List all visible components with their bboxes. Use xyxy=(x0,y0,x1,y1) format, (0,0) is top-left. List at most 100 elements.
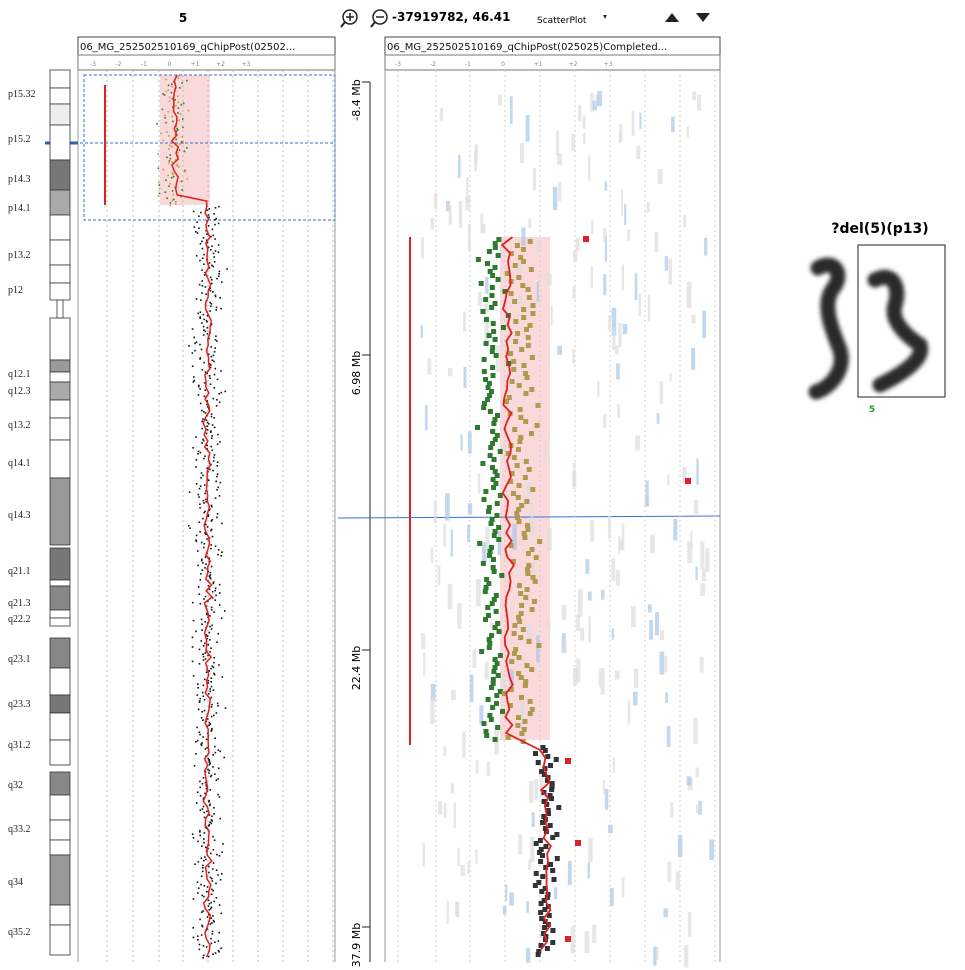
probe xyxy=(201,895,203,897)
probe-annotation xyxy=(684,945,688,967)
probe xyxy=(214,347,216,349)
ideogram-band xyxy=(50,855,70,905)
ideogram-band xyxy=(50,265,70,283)
probe xyxy=(200,485,202,487)
probe xyxy=(196,727,198,729)
probe-annotation xyxy=(667,862,671,882)
probe xyxy=(540,853,545,858)
probe-annotation xyxy=(468,224,471,252)
probe xyxy=(203,645,205,647)
probe xyxy=(207,327,209,329)
probe xyxy=(193,675,195,677)
ideogram-band xyxy=(50,240,70,265)
probe xyxy=(492,569,497,574)
ideogram-band xyxy=(50,772,70,795)
zoom-out[interactable] xyxy=(371,10,387,27)
probe xyxy=(216,476,218,478)
probe xyxy=(213,689,215,691)
probe xyxy=(483,589,488,594)
probe xyxy=(200,884,202,886)
probe xyxy=(211,520,213,522)
probe-annotation xyxy=(478,292,482,306)
probe-annotation xyxy=(576,238,580,251)
ideogram-band xyxy=(50,382,70,400)
probe-annotation xyxy=(603,780,605,794)
probe xyxy=(197,791,199,793)
outlier xyxy=(575,840,581,846)
probe xyxy=(205,563,207,565)
probe xyxy=(193,211,195,213)
probe xyxy=(209,770,211,772)
probe-annotation xyxy=(448,368,452,376)
band-label: q12.3 xyxy=(8,386,31,397)
probe-annotation xyxy=(610,888,614,906)
probe xyxy=(521,315,526,320)
probe xyxy=(163,140,165,142)
probe-annotation xyxy=(530,837,534,863)
probe xyxy=(178,77,180,79)
probe xyxy=(211,356,213,358)
probe-annotation xyxy=(531,503,534,531)
probe xyxy=(211,878,213,880)
probe-labels xyxy=(421,91,714,968)
probe xyxy=(199,358,201,360)
probe xyxy=(512,651,517,656)
probe xyxy=(165,122,167,124)
probe xyxy=(199,919,201,921)
probe xyxy=(201,428,203,430)
probe-annotation xyxy=(678,835,682,857)
probe-annotation xyxy=(634,669,638,688)
probe-annotation xyxy=(608,516,611,539)
probe xyxy=(197,453,199,455)
probe xyxy=(516,275,521,280)
probe-annotation xyxy=(597,91,602,106)
probe xyxy=(511,491,516,496)
probe xyxy=(210,305,212,307)
probe xyxy=(218,664,220,666)
probe xyxy=(202,653,204,655)
probe-annotation xyxy=(496,345,500,372)
probe xyxy=(192,602,194,604)
probe xyxy=(178,107,180,109)
probe xyxy=(192,661,194,663)
probe-annotation xyxy=(454,802,456,828)
probe xyxy=(211,449,213,451)
probe xyxy=(512,623,517,628)
scroll-down[interactable] xyxy=(696,13,710,22)
probe xyxy=(490,705,495,710)
probe xyxy=(483,489,488,494)
scatter-left xyxy=(156,75,228,959)
probe xyxy=(200,477,202,479)
probe-annotation xyxy=(615,346,619,355)
band-label: p12 xyxy=(8,285,23,296)
axis-tick-label: 0 xyxy=(168,61,172,68)
zoom-in[interactable] xyxy=(341,10,357,27)
probe xyxy=(210,681,212,683)
probe xyxy=(494,693,499,698)
probe xyxy=(217,379,219,381)
segment-line xyxy=(172,75,212,957)
ideogram-band xyxy=(50,820,70,840)
probe xyxy=(188,110,190,112)
probe xyxy=(203,440,205,442)
probe xyxy=(548,763,553,768)
probe xyxy=(201,292,203,294)
probe xyxy=(482,369,487,374)
probe xyxy=(210,572,212,574)
probe xyxy=(171,116,173,118)
probe xyxy=(207,916,209,918)
scroll-up[interactable] xyxy=(665,13,679,22)
probe xyxy=(168,148,170,150)
probe xyxy=(213,715,215,717)
probe-annotation xyxy=(590,520,594,542)
probe xyxy=(517,383,522,388)
probe-annotation xyxy=(588,616,591,643)
probe xyxy=(475,425,480,430)
dropdown-arrow[interactable] xyxy=(603,15,607,19)
probe-annotation xyxy=(632,111,635,136)
probe xyxy=(538,859,543,864)
band-label: q22.2 xyxy=(8,614,31,625)
position-label: -8.4 Mb xyxy=(350,79,363,120)
view-selector[interactable]: ScatterPlot xyxy=(537,16,587,26)
probe xyxy=(212,953,214,955)
